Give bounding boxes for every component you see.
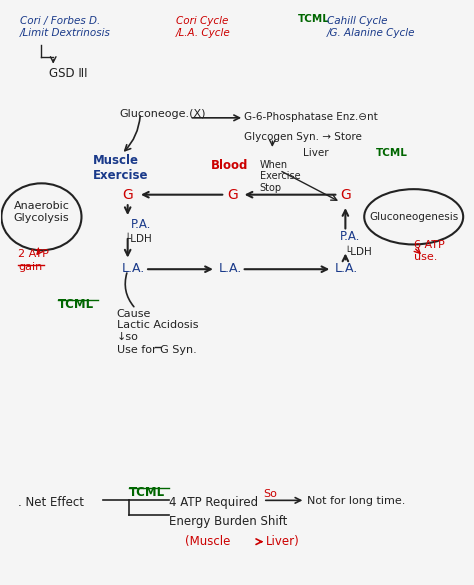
Text: TCML: TCML — [128, 486, 165, 499]
Text: Gluconeogenesis: Gluconeogenesis — [369, 212, 458, 222]
Text: G-6-Phosphatase Enz.⊖nt: G-6-Phosphatase Enz.⊖nt — [244, 112, 378, 122]
Text: Cori / Forbes D.
/Limit Dextrinosis: Cori / Forbes D. /Limit Dextrinosis — [20, 16, 111, 37]
Text: TCML: TCML — [58, 298, 94, 311]
Text: (Muscle: (Muscle — [185, 535, 234, 548]
Text: Muscle
Exercise: Muscle Exercise — [93, 154, 149, 182]
Text: GSD ⅡⅠ: GSD ⅡⅠ — [48, 67, 87, 80]
Text: Use for G Syn.: Use for G Syn. — [117, 345, 197, 355]
Text: Liver: Liver — [303, 148, 328, 158]
Text: 2 ATP: 2 ATP — [18, 249, 49, 259]
Text: Cause
Lactic Acidosis: Cause Lactic Acidosis — [117, 309, 198, 331]
Text: Energy Burden Shift: Energy Burden Shift — [169, 515, 287, 528]
Text: Anaerobic
Glycolysis: Anaerobic Glycolysis — [13, 201, 69, 223]
Text: TCML: TCML — [376, 148, 408, 158]
Text: . Net Effect: . Net Effect — [18, 496, 84, 510]
Text: So: So — [263, 489, 277, 499]
Text: Gluconeoge.(X): Gluconeoge.(X) — [119, 109, 206, 119]
Text: Blood: Blood — [211, 159, 248, 171]
Text: Liver): Liver) — [266, 535, 300, 548]
Text: 4 ATP Required: 4 ATP Required — [169, 496, 258, 510]
Text: G: G — [227, 188, 237, 202]
Text: ↓so: ↓so — [117, 332, 139, 342]
Text: L.A.: L.A. — [121, 262, 145, 275]
Text: L.A.: L.A. — [335, 262, 358, 275]
Text: Not for long time.: Not for long time. — [307, 496, 405, 506]
Text: Glycogen Syn. → Store: Glycogen Syn. → Store — [244, 132, 362, 142]
Text: Cori Cycle
/L.A. Cycle: Cori Cycle /L.A. Cycle — [176, 16, 230, 37]
Text: G: G — [340, 188, 351, 202]
Text: P.A.: P.A. — [131, 218, 151, 231]
Text: Cahill Cycle
/G. Alanine Cycle: Cahill Cycle /G. Alanine Cycle — [327, 16, 415, 37]
Text: P.A.: P.A. — [340, 230, 360, 243]
Text: gain: gain — [18, 262, 42, 272]
Text: 6 ATP
use.: 6 ATP use. — [414, 240, 445, 261]
Text: L.A.: L.A. — [219, 262, 242, 275]
Text: └LDH: └LDH — [124, 234, 152, 245]
Text: └LDH: └LDH — [345, 247, 372, 257]
Text: G: G — [122, 188, 133, 202]
Text: TCML: TCML — [298, 14, 330, 24]
Text: When
Exercise
Stop: When Exercise Stop — [260, 160, 300, 193]
